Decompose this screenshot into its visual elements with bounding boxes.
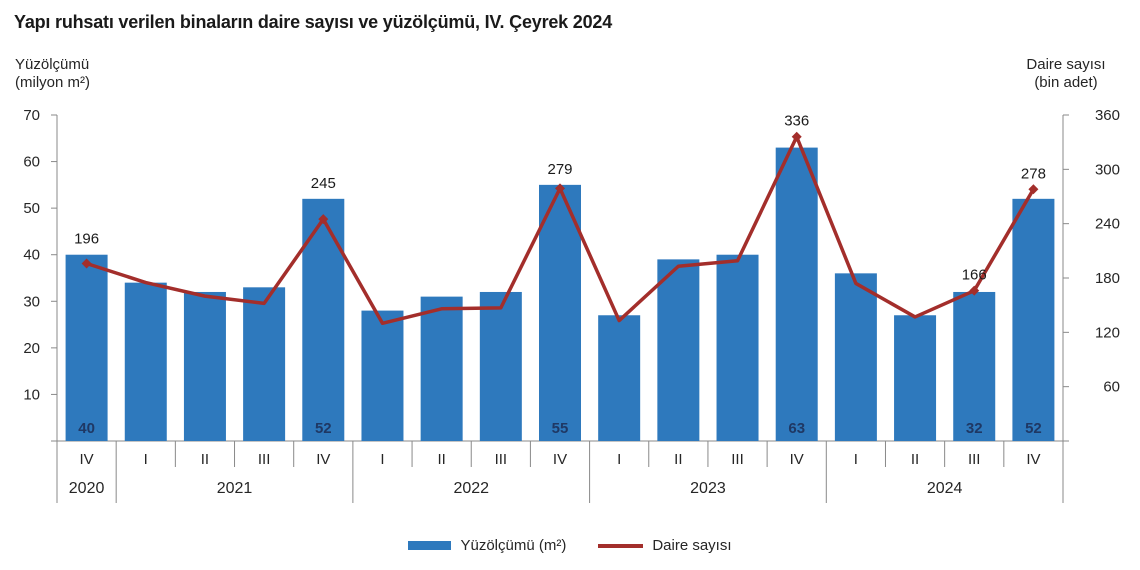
legend-bar-swatch xyxy=(408,541,452,550)
x-axis-quarter-label: III xyxy=(968,451,981,468)
line-value-label: 245 xyxy=(311,175,336,192)
legend-label: Daire sayısı xyxy=(652,537,732,554)
left-axis-tick-label: 30 xyxy=(23,293,40,310)
legend-line-swatch xyxy=(598,543,644,548)
bar-2024-I xyxy=(834,273,877,441)
bar-2023-II xyxy=(657,259,700,441)
x-axis-year-label: 2020 xyxy=(69,480,105,497)
bar-value-label: 55 xyxy=(552,420,569,437)
legend-item-area: Yüzölçümü (m²) xyxy=(408,537,566,554)
x-axis-quarter-label: III xyxy=(495,451,508,468)
right-axis-header-line2: (bin adet) xyxy=(1034,74,1098,91)
line-marker xyxy=(969,285,980,296)
bar-2021-I xyxy=(124,282,167,441)
left-axis-tick-label: 10 xyxy=(23,386,40,403)
x-axis-year-label: 2023 xyxy=(690,480,726,497)
bar-2021-IV xyxy=(302,198,345,441)
line-value-label: 336 xyxy=(784,113,809,130)
right-axis-tick-label: 60 xyxy=(1103,379,1120,396)
bar-2024-III xyxy=(953,291,996,441)
x-axis-year-label: 2022 xyxy=(453,480,489,497)
x-axis-quarter-label: II xyxy=(911,451,919,468)
left-axis-header: Yüzölçümü (milyon m²) xyxy=(15,56,90,92)
bar-2021-III xyxy=(243,287,286,441)
chart-legend: Yüzölçümü (m²) Daire sayısı xyxy=(0,537,1140,554)
right-axis-header: Daire sayısı (bin adet) xyxy=(1008,56,1124,92)
bar-2023-I xyxy=(598,315,641,441)
left-axis-tick-label: 60 xyxy=(23,154,40,171)
x-axis-quarter-label: I xyxy=(617,451,621,468)
bar-2021-II xyxy=(183,291,226,441)
x-axis-quarter-label: II xyxy=(674,451,682,468)
right-axis-tick-label: 180 xyxy=(1095,270,1120,287)
line-marker xyxy=(791,131,802,142)
bar-2020-IV xyxy=(65,254,108,441)
bar-2023-IV xyxy=(775,147,818,441)
bar-2023-III xyxy=(716,254,759,441)
bar-2022-III xyxy=(479,291,522,441)
bar-value-label: 63 xyxy=(788,420,805,437)
bar-value-label: 40 xyxy=(78,420,95,437)
x-axis-quarter-label: II xyxy=(437,451,445,468)
left-axis-tick-label: 50 xyxy=(23,200,40,217)
bar-2024-II xyxy=(894,315,937,441)
line-value-label: 166 xyxy=(962,267,987,284)
x-axis-year-label: 2021 xyxy=(217,480,253,497)
x-axis-quarter-label: II xyxy=(201,451,209,468)
x-axis-quarter-label: I xyxy=(854,451,858,468)
bar-2022-IV xyxy=(539,184,581,441)
bar-value-label: 52 xyxy=(1025,420,1042,437)
legend-item-count: Daire sayısı xyxy=(598,537,732,554)
line-marker xyxy=(1028,184,1039,195)
left-axis-tick-label: 40 xyxy=(23,247,40,264)
line-value-label: 278 xyxy=(1021,165,1046,182)
line-value-label: 279 xyxy=(547,161,572,178)
bar-2022-II xyxy=(420,296,463,441)
line-marker xyxy=(555,183,565,194)
x-axis-quarter-label: I xyxy=(380,451,384,468)
x-axis-quarter-label: IV xyxy=(316,451,330,468)
left-axis-tick-label: 20 xyxy=(23,340,40,357)
right-axis-tick-label: 300 xyxy=(1095,161,1120,178)
line-value-label: 196 xyxy=(74,231,99,248)
left-axis-header-line2: (milyon m²) xyxy=(15,74,90,91)
x-axis-quarter-label: IV xyxy=(1026,451,1040,468)
right-axis-tick-label: 120 xyxy=(1095,324,1120,341)
x-axis-quarter-label: I xyxy=(144,451,148,468)
line-marker xyxy=(81,258,92,269)
x-axis-quarter-label: III xyxy=(258,451,271,468)
right-axis-header-line1: Daire sayısı xyxy=(1026,56,1106,73)
x-axis-quarter-label: IV xyxy=(79,451,93,468)
left-axis-tick-label: 70 xyxy=(23,107,40,124)
bar-value-label: 52 xyxy=(315,420,332,437)
bar-2024-IV xyxy=(1012,198,1055,441)
right-axis-tick-label: 240 xyxy=(1095,216,1120,233)
x-axis-quarter-label: IV xyxy=(790,451,804,468)
bar-2022-I xyxy=(361,310,404,441)
left-axis-header-line1: Yüzölçümü xyxy=(15,56,90,73)
line-marker xyxy=(318,214,329,225)
x-axis-year-label: 2024 xyxy=(927,480,963,497)
x-axis-quarter-label: IV xyxy=(553,451,567,468)
chart-title: Yapı ruhsatı verilen binaların daire say… xyxy=(14,12,613,32)
x-axis-quarter-label: III xyxy=(731,451,744,468)
legend-label: Yüzölçümü (m²) xyxy=(460,537,567,554)
bar-value-label: 32 xyxy=(966,420,983,437)
right-axis-tick-label: 360 xyxy=(1095,107,1120,124)
